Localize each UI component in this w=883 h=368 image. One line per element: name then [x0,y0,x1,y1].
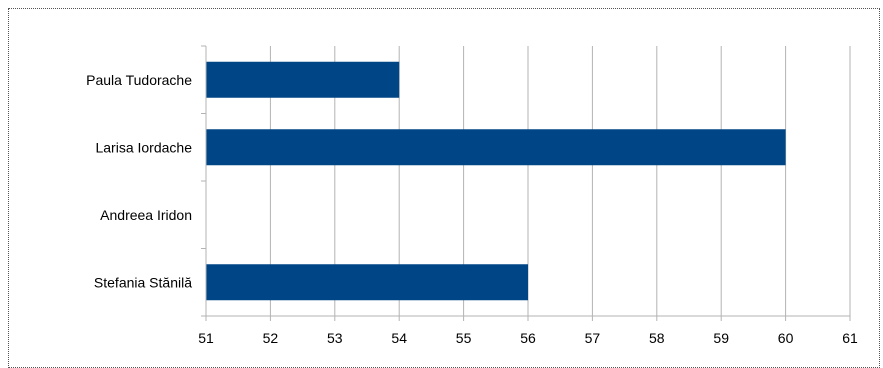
x-tick-label-57: 57 [585,330,601,346]
x-tick-label-61: 61 [842,330,858,346]
x-tick-label-54: 54 [391,330,407,346]
category-labels: Paula Tudorache Larisa Iordache Andreea Ir… [86,72,192,291]
axes [201,45,851,321]
x-tick-labels: 51 52 53 54 55 56 57 58 59 60 61 [198,330,858,346]
x-tick-label-58: 58 [649,330,665,346]
x-tick-label-59: 59 [713,330,729,346]
bars [206,61,786,301]
bar-2 [206,129,786,166]
category-label-1: Paula Tudorache [86,72,192,88]
bar-4 [206,264,528,301]
x-tick-label-60: 60 [778,330,794,346]
x-tick-label-51: 51 [198,330,214,346]
x-tick-label-55: 55 [456,330,472,346]
x-tick-label-52: 52 [263,330,279,346]
category-label-4: Stefania Stănilă [94,274,192,290]
category-label-2: Larisa Iordache [95,139,192,155]
bar-1 [206,61,400,98]
category-label-3: Andreea Iridon [100,207,192,223]
x-tick-label-53: 53 [327,330,343,346]
x-tick-label-56: 56 [520,330,536,346]
